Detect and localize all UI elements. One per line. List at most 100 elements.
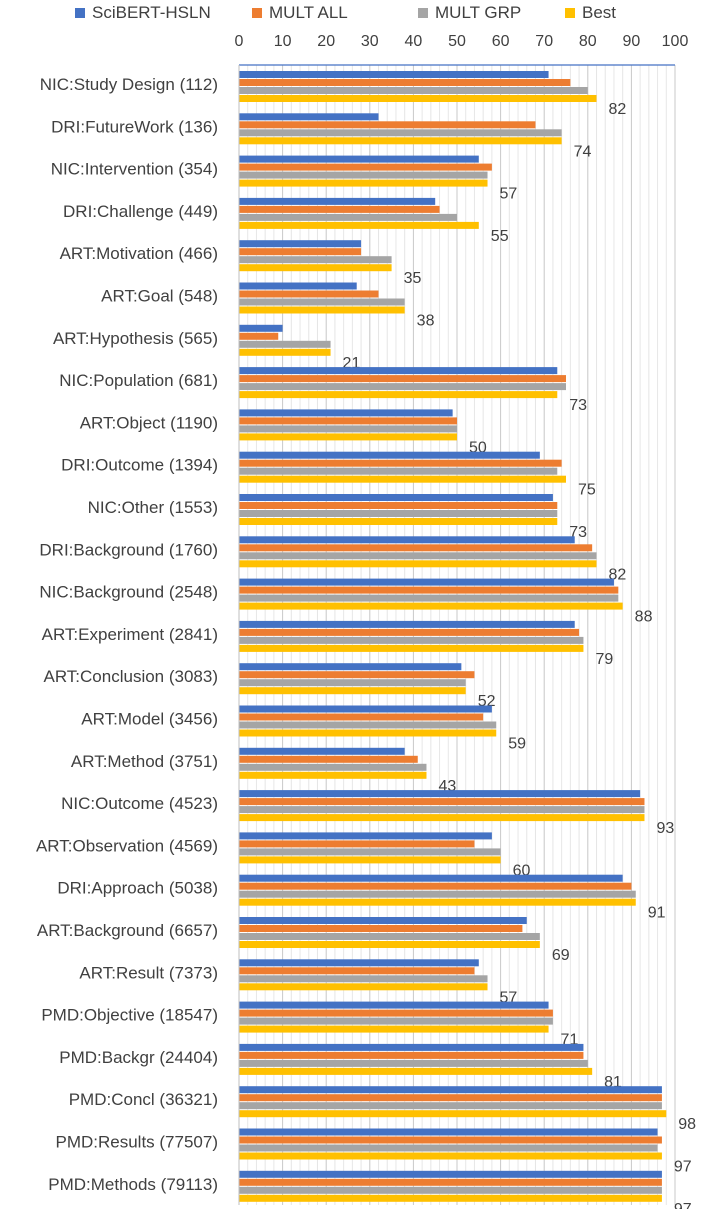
bar-scibert-hsln — [239, 832, 492, 840]
category-label: ART:Object (1190) — [80, 413, 218, 432]
data-label: 79 — [595, 651, 613, 668]
bar-mult-all — [239, 544, 593, 552]
bar-mult-grp — [239, 763, 427, 771]
legend-swatch — [565, 8, 575, 18]
bar-mult-all — [239, 459, 562, 467]
bar-scibert-hsln — [239, 874, 623, 882]
bar-mult-all — [239, 1178, 662, 1186]
bar-best — [239, 644, 584, 652]
bar-best — [239, 264, 392, 272]
bar-scibert-hsln — [239, 494, 553, 501]
bar-mult-grp — [239, 256, 392, 264]
bar-best — [239, 518, 558, 525]
bar-scibert-hsln — [239, 367, 558, 375]
category-label: DRI:FutureWork (136) — [51, 117, 218, 136]
bar-scibert-hsln — [239, 282, 357, 290]
data-label: 93 — [656, 820, 674, 837]
legend-swatch — [252, 8, 262, 18]
bar-scibert-hsln — [239, 959, 479, 967]
bar-best — [239, 983, 488, 991]
bar-best — [239, 475, 566, 483]
legend-item-2: MULT GRP — [418, 3, 521, 23]
bar-mult-all — [239, 375, 566, 383]
bar-mult-all — [239, 417, 457, 425]
bar-scibert-hsln — [239, 917, 527, 924]
bar-mult-grp — [239, 171, 488, 179]
bar-scibert-hsln — [239, 409, 453, 417]
bar-mult-grp — [239, 1059, 588, 1067]
x-tick-label: 100 — [662, 33, 689, 50]
data-label: 59 — [508, 736, 526, 753]
bar-mult-grp — [239, 298, 405, 306]
legend-label: SciBERT-HSLN — [92, 3, 211, 22]
category-label: PMD:Methods (79113) — [48, 1175, 218, 1194]
x-tick-label: 60 — [492, 33, 510, 50]
data-label: 57 — [500, 186, 518, 203]
bar-mult-grp — [239, 425, 457, 433]
bar-mult-all — [239, 332, 279, 340]
bar-best — [239, 221, 479, 229]
x-tick-label: 80 — [579, 33, 597, 50]
bar-mult-grp — [239, 636, 584, 644]
category-label: PMD:Concl (36321) — [69, 1090, 218, 1109]
x-tick-label: 20 — [317, 33, 335, 50]
bar-scibert-hsln — [239, 747, 405, 755]
bar-mult-all — [239, 1051, 584, 1059]
bar-scibert-hsln — [239, 1043, 584, 1051]
category-label: NIC:Background (2548) — [39, 583, 218, 602]
bar-mult-grp — [239, 552, 597, 560]
bar-scibert-hsln — [239, 1128, 658, 1136]
bar-best — [239, 1194, 662, 1202]
category-label: DRI:Challenge (449) — [63, 202, 218, 221]
bar-best — [239, 306, 405, 314]
bar-best — [239, 729, 497, 737]
bar-best — [239, 856, 501, 864]
bar-scibert-hsln — [239, 536, 575, 544]
bar-mult-grp — [239, 87, 588, 94]
bar-mult-grp — [239, 679, 466, 687]
bar-mult-grp — [239, 510, 558, 517]
bar-mult-grp — [239, 340, 331, 348]
bar-mult-all — [239, 713, 484, 721]
category-label: ART:Hypothesis (565) — [53, 329, 218, 348]
x-tick-label: 30 — [361, 33, 379, 50]
bar-scibert-hsln — [239, 663, 462, 671]
data-label: 75 — [578, 482, 596, 499]
data-label: 82 — [609, 101, 627, 118]
category-label: NIC:Intervention (354) — [51, 160, 218, 179]
x-tick-label: 40 — [405, 33, 423, 50]
bar-mult-all — [239, 967, 475, 975]
bar-best — [239, 560, 597, 568]
category-label: NIC:Population (681) — [59, 371, 218, 390]
bar-scibert-hsln — [239, 240, 362, 248]
category-label: NIC:Study Design (112) — [40, 75, 218, 94]
category-label: DRI:Approach (5038) — [57, 879, 218, 898]
category-label: NIC:Other (1553) — [88, 498, 218, 517]
bar-best — [239, 1152, 662, 1160]
x-tick-label: 10 — [274, 33, 292, 50]
bar-mult-all — [239, 1136, 662, 1144]
bar-mult-all — [239, 628, 580, 636]
data-label: 97 — [674, 1201, 692, 1209]
legend-label: MULT GRP — [435, 3, 522, 22]
bar-best — [239, 814, 645, 822]
legend-swatch — [418, 8, 428, 18]
bar-scibert-hsln — [239, 71, 549, 78]
bar-mult-all — [239, 882, 632, 890]
category-label: PMD:Objective (18547) — [41, 1006, 218, 1025]
bar-mult-all — [239, 1009, 553, 1017]
x-tick-label: 50 — [448, 33, 466, 50]
bar-mult-all — [239, 121, 536, 129]
bar-scibert-hsln — [239, 155, 479, 163]
category-label: DRI:Background (1760) — [39, 540, 218, 559]
bar-best — [239, 771, 427, 779]
bar-best — [239, 1025, 549, 1033]
bar-best — [239, 391, 558, 399]
bar-mult-grp — [239, 1017, 553, 1025]
category-label: ART:Background (6657) — [37, 921, 218, 940]
legend-item-0: SciBERT-HSLN — [75, 3, 211, 23]
bar-best — [239, 95, 597, 102]
bar-mult-all — [239, 1094, 662, 1102]
data-label: 98 — [678, 1116, 696, 1133]
legend: SciBERT-HSLN MULT ALL MULT GRP Best — [0, 0, 705, 26]
